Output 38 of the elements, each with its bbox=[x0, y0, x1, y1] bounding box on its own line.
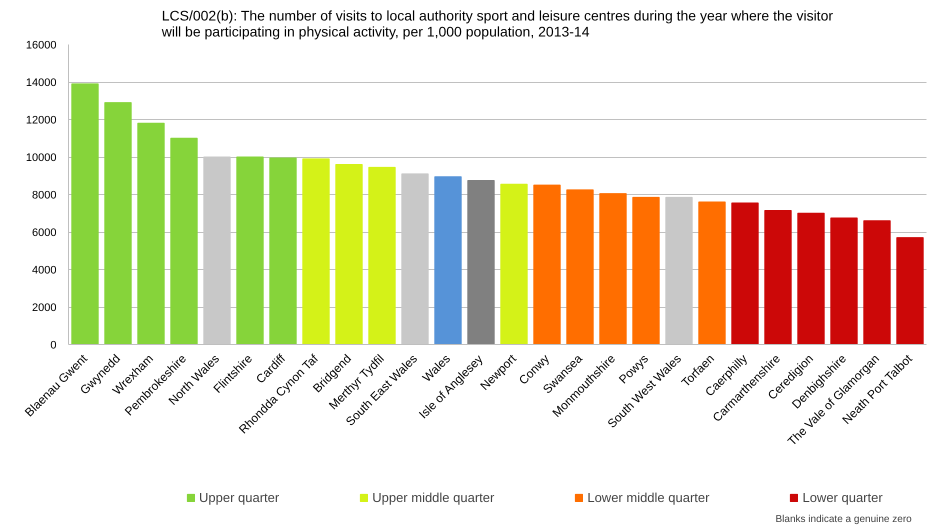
bar bbox=[863, 220, 891, 344]
bar bbox=[500, 184, 528, 344]
bar bbox=[467, 180, 495, 344]
bar bbox=[170, 138, 198, 344]
y-tick-label: 16000 bbox=[26, 40, 57, 52]
bar bbox=[335, 164, 363, 344]
bar bbox=[104, 102, 132, 344]
y-tick-label: 0 bbox=[50, 340, 57, 352]
legend-label: Lower middle quarter bbox=[587, 490, 710, 505]
bar bbox=[269, 157, 297, 344]
y-tick-label: 14000 bbox=[26, 77, 57, 89]
bar bbox=[830, 217, 858, 344]
y-tick-label: 12000 bbox=[26, 114, 57, 126]
bar bbox=[434, 176, 462, 344]
y-tick-label: 2000 bbox=[32, 302, 57, 314]
y-tick-label: 10000 bbox=[26, 152, 57, 164]
bar bbox=[137, 122, 165, 344]
y-tick-label: 8000 bbox=[32, 190, 57, 202]
y-tick-label: 4000 bbox=[32, 264, 57, 276]
legend-label: Upper middle quarter bbox=[372, 490, 494, 505]
legend-label: Lower quarter bbox=[802, 490, 883, 505]
chart-title: LCS/002(b): The number of visits to local authority sport and leisure centres during the year where the visitor will be participating in physical activity, per 1,000 population, 2013-14 bbox=[160, 8, 834, 40]
legend-label: Upper quarter bbox=[199, 490, 280, 505]
bar bbox=[764, 210, 792, 344]
bar bbox=[566, 189, 594, 344]
y-tick-label: 6000 bbox=[32, 227, 57, 239]
bar bbox=[632, 196, 660, 344]
bar bbox=[302, 158, 330, 344]
bar bbox=[698, 202, 726, 344]
bar bbox=[896, 237, 924, 344]
bar bbox=[71, 83, 99, 344]
bar bbox=[236, 156, 264, 344]
bar bbox=[533, 184, 561, 344]
bar bbox=[599, 193, 627, 344]
bar bbox=[731, 202, 759, 344]
bar bbox=[797, 212, 825, 344]
bar bbox=[368, 166, 396, 344]
text: Blanks indicate a genuine zero bbox=[776, 514, 912, 525]
